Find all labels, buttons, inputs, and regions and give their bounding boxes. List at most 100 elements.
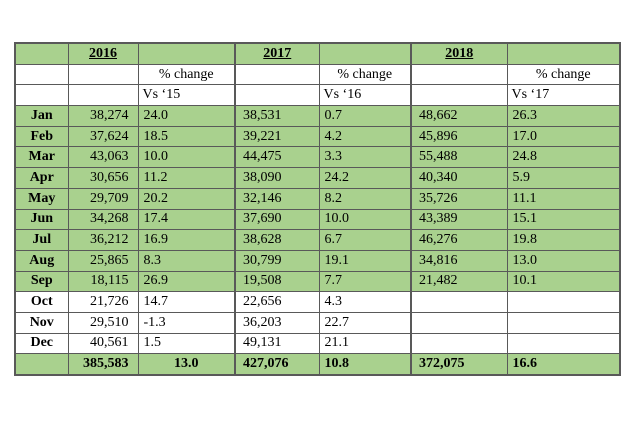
- value-2018: 34,816: [410, 249, 508, 272]
- value-2017: 36,203: [234, 311, 320, 334]
- year-header-row: 2016 2017 2018: [14, 42, 621, 65]
- pct-change-2016: 20.2: [137, 187, 236, 210]
- pct-change-2017: 6.7: [318, 229, 412, 251]
- month-row: Mar 43,063 10.0 44,475 3.3 55,488 24.8: [14, 146, 621, 169]
- value-2016: 38,274: [67, 105, 139, 127]
- value-2016: 30,656: [67, 167, 139, 189]
- vs-label-2017: Vs ‘16: [318, 84, 412, 107]
- vs-header-row: Vs ‘15 Vs ‘16 Vs ‘17: [14, 84, 621, 107]
- pct-change-2018: 11.1: [506, 187, 621, 210]
- pct-change-2016: 8.3: [137, 249, 236, 272]
- value-2018: 46,276: [410, 229, 508, 251]
- total-pct-2017: 10.8: [318, 353, 412, 376]
- pct-change-2018: 15.1: [506, 208, 621, 231]
- month-label: May: [14, 187, 69, 210]
- empty-cell: [14, 353, 69, 376]
- month-row: Jul 36,212 16.9 38,628 6.7 46,276 19.8: [14, 229, 621, 251]
- pct-change-header-2016: % change: [137, 63, 236, 86]
- data-table-wrap: 2016 2017 2018 % change % change % chang…: [14, 42, 621, 376]
- pct-change-2016: 1.5: [137, 332, 236, 355]
- value-2017: 37,690: [234, 208, 320, 231]
- value-2016: 37,624: [67, 125, 139, 148]
- value-2017: 38,531: [234, 105, 320, 127]
- value-2016: 25,865: [67, 249, 139, 272]
- pct-change-2018: [506, 311, 621, 334]
- month-label: Aug: [14, 249, 69, 272]
- value-2018: 40,340: [410, 167, 508, 189]
- year-header-2016: 2016: [67, 42, 139, 65]
- pct-change-2017: 0.7: [318, 105, 412, 127]
- total-value-2017: 427,076: [234, 353, 320, 376]
- month-row: Apr 30,656 11.2 38,090 24.2 40,340 5.9: [14, 167, 621, 189]
- value-2016: 34,268: [67, 208, 139, 231]
- pct-change-header-2018: % change: [506, 63, 621, 86]
- month-label: Dec: [14, 332, 69, 355]
- year-header-2017: 2017: [234, 42, 320, 65]
- empty-cell: [67, 63, 139, 86]
- month-label: Sep: [14, 270, 69, 293]
- month-row: Feb 37,624 18.5 39,221 4.2 45,896 17.0: [14, 125, 621, 148]
- month-label: Oct: [14, 291, 69, 313]
- value-2016: 36,212: [67, 229, 139, 251]
- empty-cell: [234, 63, 320, 86]
- month-label: Feb: [14, 125, 69, 148]
- pct-change-2017: 4.2: [318, 125, 412, 148]
- value-2016: 29,510: [67, 311, 139, 334]
- pct-change-header-2017: % change: [318, 63, 412, 86]
- vs-label-2016: Vs ‘15: [137, 84, 236, 107]
- pct-change-2018: 19.8: [506, 229, 621, 251]
- empty-cell: [67, 84, 139, 107]
- value-2018: 48,662: [410, 105, 508, 127]
- pct-change-2018: [506, 332, 621, 355]
- pct-change-2018: 24.8: [506, 146, 621, 169]
- value-2016: 29,709: [67, 187, 139, 210]
- value-2016: 18,115: [67, 270, 139, 293]
- pct-change-2018: 13.0: [506, 249, 621, 272]
- empty-cell: [410, 84, 508, 107]
- pct-change-2017: 10.0: [318, 208, 412, 231]
- month-label: Jun: [14, 208, 69, 231]
- value-2018: [410, 291, 508, 313]
- totals-row: 385,583 13.0 427,076 10.8 372,075 16.6: [14, 353, 621, 376]
- value-2018: 43,389: [410, 208, 508, 231]
- value-2018: 45,896: [410, 125, 508, 148]
- value-2017: 19,508: [234, 270, 320, 293]
- pct-change-2018: [506, 291, 621, 313]
- total-pct-2016: 13.0: [137, 353, 236, 376]
- month-row: Oct 21,726 14.7 22,656 4.3: [14, 291, 621, 313]
- month-row: Sep 18,115 26.9 19,508 7.7 21,482 10.1: [14, 270, 621, 293]
- month-label: Jul: [14, 229, 69, 251]
- month-row: Aug 25,865 8.3 30,799 19.1 34,816 13.0: [14, 249, 621, 272]
- value-2018: 21,482: [410, 270, 508, 293]
- month-rows: Jan 38,274 24.0 38,531 0.7 48,662 26.3 Feb 37,62…: [14, 105, 621, 355]
- pct-change-2016: -1.3: [137, 311, 236, 334]
- pct-change-2016: 26.9: [137, 270, 236, 293]
- value-2016: 21,726: [67, 291, 139, 313]
- pct-change-header-row: % change % change % change: [14, 63, 621, 86]
- value-2017: 39,221: [234, 125, 320, 148]
- month-row: May 29,709 20.2 32,146 8.2 35,726 11.1: [14, 187, 621, 210]
- pct-change-2017: 3.3: [318, 146, 412, 169]
- pct-change-2016: 24.0: [137, 105, 236, 127]
- value-2017: 32,146: [234, 187, 320, 210]
- pct-change-2017: 19.1: [318, 249, 412, 272]
- value-2017: 22,656: [234, 291, 320, 313]
- pct-change-2018: 5.9: [506, 167, 621, 189]
- value-2016: 40,561: [67, 332, 139, 355]
- monthly-data-table: 2016 2017 2018 % change % change % chang…: [14, 42, 621, 376]
- empty-cell: [14, 84, 69, 107]
- pct-change-2016: 14.7: [137, 291, 236, 313]
- month-row: Nov 29,510 -1.3 36,203 22.7: [14, 311, 621, 334]
- value-2018: 55,488: [410, 146, 508, 169]
- pct-change-2016: 10.0: [137, 146, 236, 169]
- pct-change-2017: 21.1: [318, 332, 412, 355]
- pct-change-2017: 24.2: [318, 167, 412, 189]
- value-2017: 49,131: [234, 332, 320, 355]
- month-label: Apr: [14, 167, 69, 189]
- empty-cell: [234, 84, 320, 107]
- total-pct-2018: 16.6: [506, 353, 621, 376]
- month-label: Nov: [14, 311, 69, 334]
- pct-change-2017: 22.7: [318, 311, 412, 334]
- value-2018: [410, 311, 508, 334]
